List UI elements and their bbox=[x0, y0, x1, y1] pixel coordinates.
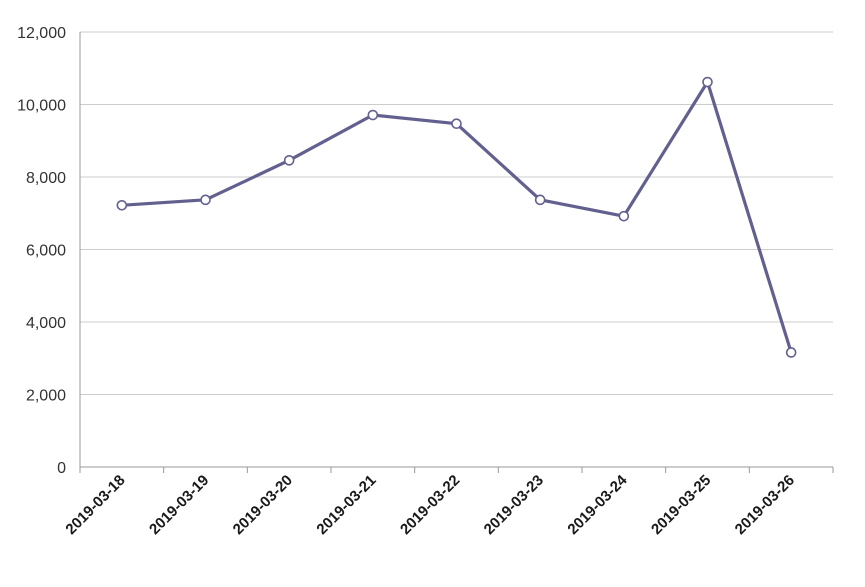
y-tick-label: 6,000 bbox=[26, 243, 66, 260]
x-tick-label: 2019-03-26 bbox=[732, 472, 798, 538]
data-point bbox=[200, 194, 211, 206]
x-tick-label: 2019-03-19 bbox=[146, 472, 212, 538]
data-point bbox=[702, 76, 713, 88]
data-point bbox=[116, 199, 128, 211]
x-tick-label: 2019-03-23 bbox=[481, 472, 547, 538]
x-tick-label: 2019-03-25 bbox=[648, 472, 714, 538]
data-point bbox=[451, 118, 462, 130]
data-point bbox=[618, 210, 630, 222]
y-tick-label: 0 bbox=[57, 460, 66, 477]
x-tick-label: 2019-03-22 bbox=[397, 472, 463, 538]
y-tick-label: 2,000 bbox=[26, 388, 66, 405]
data-point bbox=[283, 155, 295, 166]
y-tick-label: 8,000 bbox=[26, 170, 66, 187]
data-point bbox=[785, 347, 797, 358]
y-tick-label: 4,000 bbox=[26, 315, 66, 332]
data-point bbox=[534, 194, 546, 206]
data-point bbox=[367, 109, 379, 121]
x-tick-label: 2019-03-21 bbox=[313, 472, 379, 538]
y-tick-label: 10,000 bbox=[17, 98, 66, 115]
x-tick-label: 2019-03-18 bbox=[62, 472, 128, 538]
x-tick-label: 2019-03-20 bbox=[230, 472, 296, 538]
x-tick-label: 2019-03-24 bbox=[564, 471, 631, 538]
y-tick-label: 12,000 bbox=[17, 25, 66, 42]
